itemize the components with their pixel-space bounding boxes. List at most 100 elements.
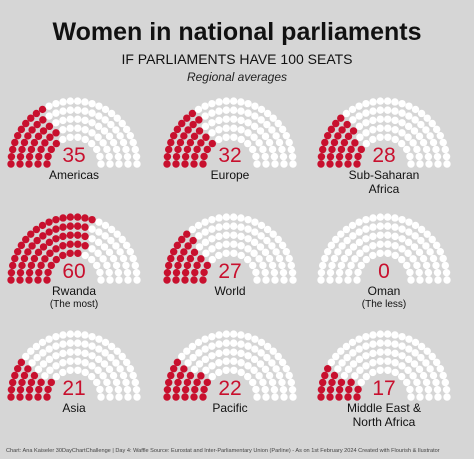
- seat: [230, 348, 238, 356]
- seat-women: [172, 160, 180, 168]
- seat: [256, 127, 265, 135]
- seat: [407, 393, 415, 401]
- seat: [95, 345, 103, 353]
- seat-women: [16, 393, 24, 401]
- seat: [208, 372, 217, 381]
- seat: [107, 225, 116, 234]
- seat: [282, 132, 290, 140]
- seat-women: [16, 276, 24, 284]
- seat: [288, 268, 297, 277]
- seat: [229, 222, 238, 230]
- value-label: 32: [218, 144, 241, 167]
- seat: [415, 365, 424, 374]
- seat-women: [27, 378, 36, 387]
- seat: [116, 132, 124, 140]
- seat: [195, 349, 203, 357]
- seat: [369, 223, 377, 231]
- seat: [287, 378, 296, 387]
- seat: [369, 340, 377, 348]
- women-seats: [163, 358, 211, 401]
- seat: [255, 255, 263, 263]
- seat-women: [354, 385, 362, 394]
- seat-women: [174, 378, 182, 387]
- seat: [411, 338, 420, 347]
- seat: [244, 352, 252, 360]
- seat: [66, 366, 74, 374]
- seat: [188, 342, 197, 351]
- seat-women: [25, 160, 33, 168]
- seat-women: [172, 276, 180, 284]
- seat: [259, 261, 267, 270]
- seat: [404, 122, 413, 131]
- seat: [243, 139, 252, 148]
- seat: [413, 261, 421, 270]
- seat: [230, 133, 238, 141]
- seat: [94, 238, 103, 247]
- seat-women: [184, 242, 192, 250]
- seat: [101, 105, 110, 114]
- seat: [384, 348, 392, 356]
- seat-women: [170, 248, 178, 256]
- seat-women: [164, 261, 173, 270]
- seat: [391, 126, 399, 134]
- seat: [194, 105, 203, 114]
- seat: [405, 335, 413, 343]
- seat: [95, 218, 103, 226]
- seat: [354, 268, 362, 277]
- seat: [391, 242, 399, 250]
- seat: [81, 368, 89, 377]
- seat: [369, 368, 377, 377]
- seat: [215, 135, 223, 144]
- seat-women: [74, 240, 82, 248]
- seat: [123, 268, 132, 277]
- seat-women: [203, 378, 211, 387]
- seat-women: [7, 160, 15, 168]
- seat: [384, 133, 392, 141]
- seat: [332, 352, 340, 361]
- seat: [109, 254, 118, 263]
- seat-women: [324, 132, 332, 140]
- seat-women: [200, 152, 208, 161]
- seat: [270, 385, 279, 394]
- seat-women: [203, 261, 211, 270]
- seat: [215, 242, 223, 250]
- seat-women: [39, 116, 47, 124]
- seat-women: [81, 214, 89, 222]
- seat: [115, 276, 123, 284]
- seat: [398, 362, 406, 370]
- seat-women: [335, 385, 344, 394]
- seat: [282, 248, 290, 256]
- seat-women: [34, 160, 42, 168]
- seat: [244, 109, 252, 117]
- seat-women: [186, 254, 195, 263]
- seat: [132, 268, 141, 277]
- region-label: Asia: [14, 401, 134, 415]
- seat: [115, 393, 123, 401]
- seat-women: [186, 138, 195, 147]
- seat: [376, 231, 384, 239]
- seat-women: [349, 127, 358, 135]
- region-label: Middle East & North Africa: [344, 401, 424, 429]
- seat: [369, 232, 377, 241]
- seat-women: [52, 129, 60, 137]
- seat: [114, 268, 123, 277]
- region-name: Asia: [62, 401, 86, 415]
- seat: [425, 276, 433, 284]
- seat: [268, 261, 277, 270]
- seat: [103, 378, 111, 387]
- seat-women: [34, 393, 42, 401]
- seat: [250, 122, 259, 131]
- description: Regional averages: [187, 70, 287, 84]
- women-seats: [163, 230, 211, 284]
- value-label: 28: [372, 144, 395, 167]
- seat: [237, 232, 245, 241]
- seat-women: [11, 254, 19, 263]
- seat: [94, 355, 103, 364]
- women-seats: [317, 365, 362, 401]
- seat: [321, 254, 329, 263]
- seat: [52, 352, 60, 360]
- seat: [237, 359, 245, 367]
- seat: [81, 340, 89, 348]
- seat: [403, 378, 411, 387]
- seat: [257, 221, 266, 230]
